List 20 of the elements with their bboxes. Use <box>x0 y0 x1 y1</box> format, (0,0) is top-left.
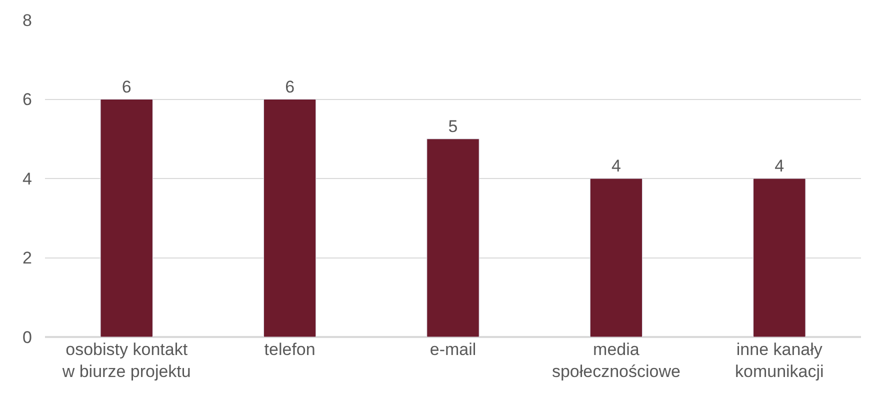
data-label: 4 <box>774 156 784 176</box>
data-label: 6 <box>122 77 132 96</box>
bar <box>590 178 643 337</box>
bar <box>753 178 806 337</box>
y-tick-label: 8 <box>22 10 32 30</box>
y-tick-label: 0 <box>22 328 32 347</box>
x-tick-label: telefon <box>264 340 316 359</box>
y-tick-label: 4 <box>22 169 32 188</box>
x-tick-label: inne kanały komunikacji <box>734 340 824 382</box>
data-label: 5 <box>448 116 458 136</box>
x-tick-label: media społecznościowe <box>552 340 680 382</box>
data-label: 6 <box>285 77 295 96</box>
y-tick-label: 2 <box>22 248 32 268</box>
data-label: 4 <box>611 156 621 176</box>
bar <box>263 99 316 337</box>
x-tick-label: osobisty kontakt w biurze projektu <box>61 340 191 382</box>
bar <box>426 138 480 337</box>
x-tick-label: e-mail <box>430 340 476 359</box>
bar <box>100 99 153 337</box>
y-tick-label: 6 <box>22 90 32 110</box>
